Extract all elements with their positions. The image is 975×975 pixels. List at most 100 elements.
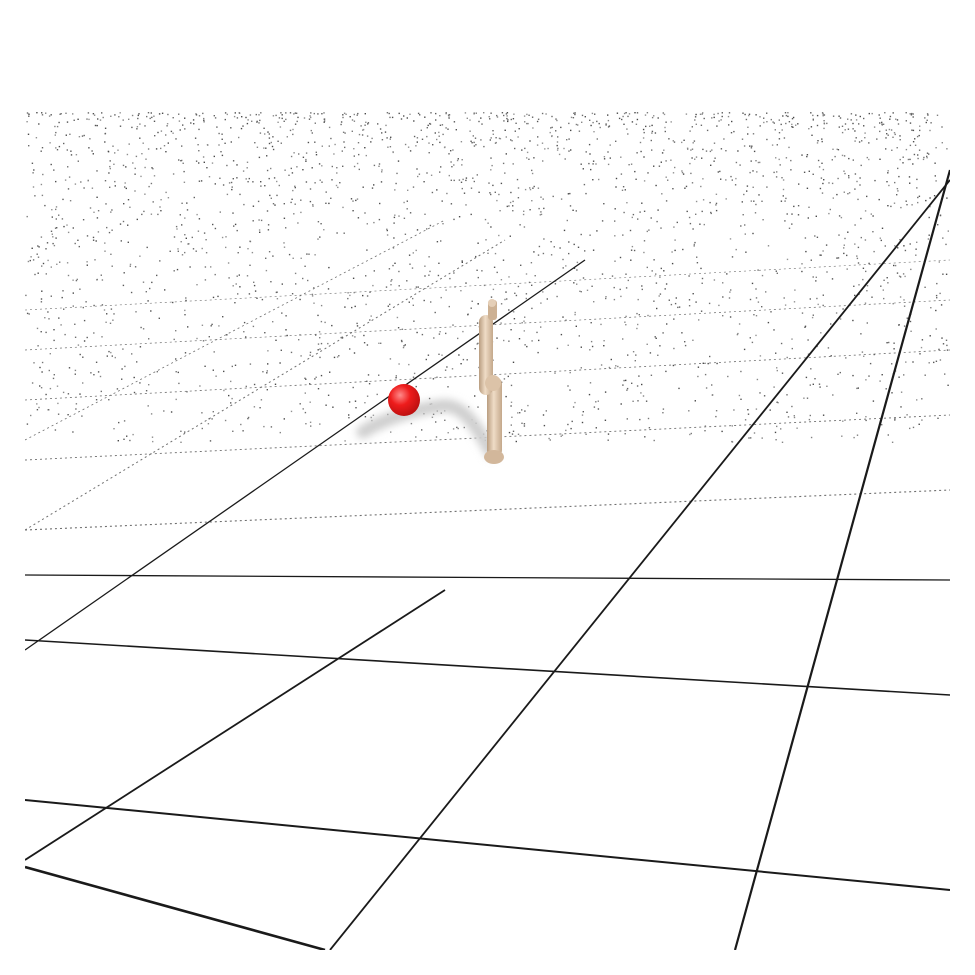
texture-dot — [582, 277, 585, 279]
texture-dot — [520, 264, 522, 266]
texture-dot — [585, 151, 587, 153]
texture-dot — [542, 198, 544, 200]
texture-dot — [364, 113, 366, 115]
texture-dot — [390, 284, 392, 286]
texture-dot — [381, 169, 383, 171]
texture-dot — [26, 312, 29, 315]
texture-dot — [697, 375, 699, 378]
texture-dot — [487, 222, 489, 224]
texture-dot — [165, 191, 167, 194]
texture-dot — [271, 145, 274, 148]
texture-dot — [325, 202, 327, 204]
texture-dot — [589, 234, 591, 236]
texture-dot — [123, 420, 126, 422]
texture-dot — [686, 147, 689, 149]
texture-dot — [221, 154, 224, 157]
texture-dot — [133, 376, 135, 379]
texture-dot — [753, 150, 756, 153]
texture-dot — [794, 289, 796, 291]
texture-dot — [664, 288, 666, 290]
texture-dot — [356, 114, 358, 116]
texture-dot — [575, 325, 577, 327]
texture-dot — [797, 214, 800, 216]
texture-dot — [856, 255, 858, 257]
texture-dot — [638, 375, 640, 377]
texture-dot — [731, 441, 734, 443]
texture-dot — [733, 130, 735, 133]
texture-dot — [50, 114, 52, 116]
texture-dot — [330, 197, 332, 199]
texture-dot — [643, 156, 645, 158]
texture-dot — [568, 252, 570, 255]
texture-dot — [795, 124, 797, 126]
texture-dot — [428, 256, 430, 258]
texture-dot — [568, 241, 570, 243]
texture-dot — [812, 383, 814, 385]
texture-dot — [651, 132, 653, 134]
texture-dot — [886, 277, 888, 279]
texture-dot — [184, 128, 186, 130]
texture-dot — [475, 255, 477, 258]
texture-dot — [899, 135, 901, 137]
texture-dot — [814, 235, 816, 237]
texture-dot — [335, 184, 338, 187]
texture-dot — [625, 112, 627, 114]
texture-dot — [353, 165, 356, 168]
texture-dot — [637, 218, 639, 220]
texture-dot — [899, 139, 901, 141]
texture-dot — [888, 341, 890, 344]
texture-dot — [644, 436, 646, 438]
texture-dot — [30, 256, 32, 258]
texture-dot — [633, 249, 636, 252]
texture-dot — [75, 408, 77, 410]
texture-dot — [118, 421, 120, 424]
texture-dot — [688, 410, 690, 412]
texture-dot — [838, 115, 840, 117]
texture-dot — [855, 114, 857, 116]
texture-dot — [885, 137, 887, 139]
texture-dot — [560, 126, 562, 129]
texture-dot — [45, 248, 47, 250]
texture-dot — [231, 365, 233, 368]
texture-dot — [339, 182, 341, 184]
texture-dot — [505, 136, 507, 138]
texture-dot — [358, 133, 361, 136]
texture-dot — [470, 213, 472, 216]
texture-dot — [245, 336, 247, 338]
texture-dot — [838, 234, 840, 236]
texture-dot — [165, 134, 167, 136]
texture-dot — [653, 115, 655, 117]
texture-dot — [810, 368, 812, 370]
texture-dot — [129, 439, 131, 442]
texture-dot — [54, 125, 56, 128]
texture-dot — [856, 257, 859, 260]
texture-dot — [815, 215, 817, 217]
texture-dot — [513, 311, 515, 313]
texture-dot — [166, 123, 169, 125]
texture-dot — [157, 131, 159, 134]
texture-dot — [496, 337, 498, 339]
texture-dot — [858, 141, 861, 143]
texture-dot — [896, 188, 899, 190]
texture-dot — [846, 268, 848, 270]
texture-dot — [360, 125, 362, 127]
texture-dot — [371, 187, 374, 189]
texture-dot — [673, 347, 675, 350]
texture-dot — [511, 140, 513, 142]
texture-dot — [743, 348, 746, 351]
texture-dot — [701, 157, 703, 159]
texture-dot — [137, 114, 139, 117]
texture-dot — [210, 266, 212, 268]
texture-dot — [782, 179, 785, 181]
texture-dot — [321, 181, 323, 183]
texture-dot — [909, 158, 911, 161]
texture-dot — [694, 241, 696, 244]
texture-dot — [353, 352, 356, 354]
texture-dot — [490, 157, 492, 159]
texture-dot — [837, 373, 839, 375]
texture-dot — [706, 129, 709, 132]
texture-dot — [562, 258, 564, 261]
texture-dot — [830, 355, 832, 357]
texture-dot — [370, 416, 372, 419]
